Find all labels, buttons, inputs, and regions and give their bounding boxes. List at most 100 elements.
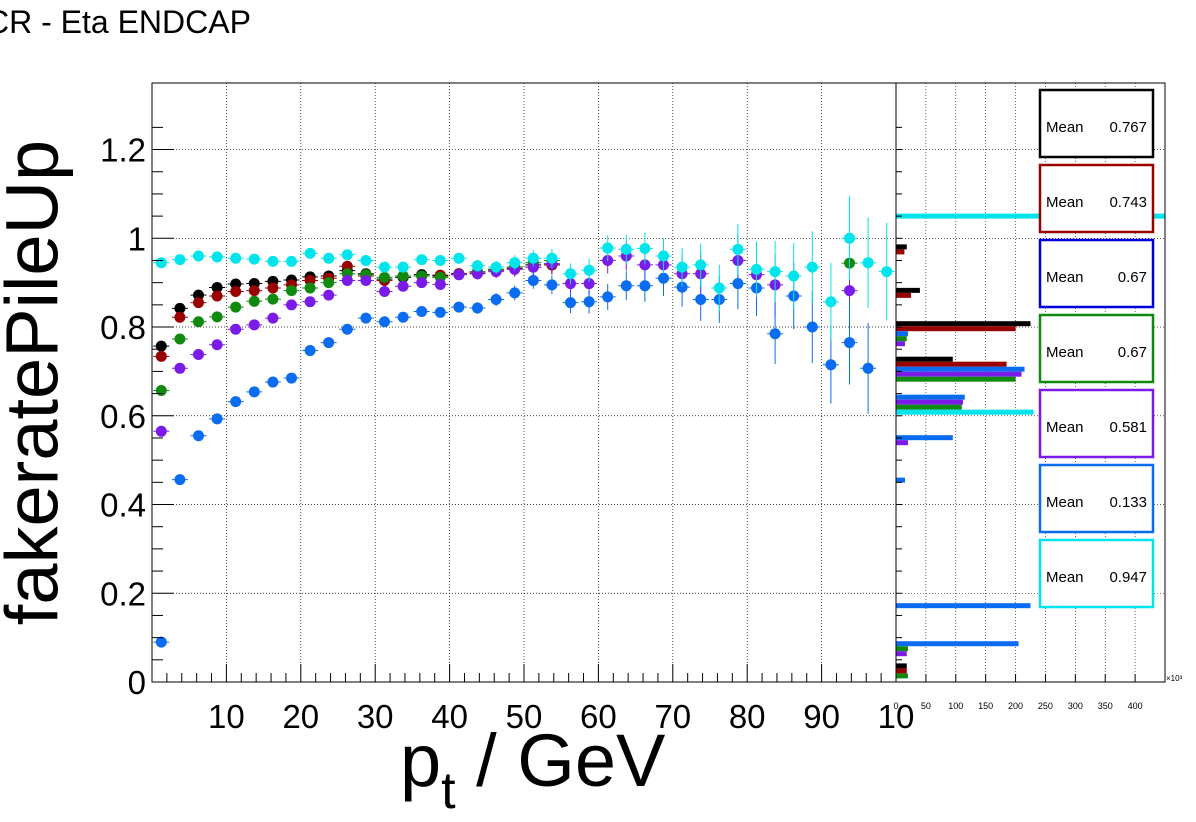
data-point [583,278,595,290]
histogram-bar [896,394,965,400]
data-point [862,257,874,269]
histogram-bar [896,376,1016,382]
data-point [397,261,409,273]
legend-value: 0.581 [1109,419,1147,436]
histogram-bar [896,361,1007,367]
x-axis-label-rest: / GeV [455,719,666,802]
histogram-bar [896,331,908,337]
data-point [434,306,446,318]
data-point [397,280,409,292]
histogram-bar [896,366,1025,372]
side-x-tick-label: 0 [893,701,898,711]
histogram-bar [896,213,1165,219]
data-point [546,279,558,291]
side-x-tick-label: 300 [1068,701,1083,711]
legend-label: Mean [1046,569,1084,586]
x-tick-label: 30 [357,698,394,735]
legend-box [1038,88,1155,159]
histogram-bar [896,292,911,298]
data-point [360,312,372,324]
legend-value: 0.67 [1118,344,1147,361]
data-point [304,247,316,259]
data-point [248,386,260,398]
histogram-bar [896,356,953,362]
main-plot-frame [151,82,897,683]
histogram-bar [896,668,907,674]
histogram-bar [896,371,1022,377]
data-point [230,278,242,290]
data-point [676,281,688,293]
data-point [155,350,167,362]
side-x-tick-label: 200 [1008,701,1023,711]
side-x-tick-label: 150 [978,701,993,711]
data-point [193,349,204,361]
data-point [211,311,223,323]
data-point [379,286,390,298]
data-point [341,323,353,335]
data-point [248,253,260,265]
data-point [472,260,483,272]
legend-box [1038,463,1155,534]
data-point [527,261,539,273]
data-point [211,339,223,351]
data-point [379,271,390,283]
data-point [286,299,297,311]
data-point [769,328,781,340]
histogram-bar [896,440,908,446]
legend-box [1038,388,1155,459]
side-histogram [896,213,1165,679]
histogram-bar [896,341,905,347]
data-point [304,296,316,308]
data-point [379,316,390,328]
data-point [639,259,651,271]
data-point [193,297,204,309]
data-point [267,376,279,388]
data-point [490,294,502,306]
data-point [230,301,242,313]
data-point [323,289,335,301]
y-tick-label: 0.2 [100,575,146,612]
y-tick-label: 0 [128,664,146,701]
x-axis-label: pt / GeV [400,718,665,821]
legend-label: Mean [1046,269,1084,286]
data-point [193,316,204,328]
legend: Mean 0.767 Mean 0.743 Mean 0.67 Mean 0.67 Mean 0.… [1038,88,1155,609]
x-axis-label-base: p [400,719,442,802]
x-axis-label-sub: t [441,762,456,820]
legend-label: Mean [1046,194,1084,211]
data-point [806,321,818,333]
data-point [527,274,539,286]
side-x-tick-label: 50 [921,701,931,711]
data-point [174,362,186,374]
histogram-bar [896,404,962,410]
chart-title: CR - Eta ENDCAP [0,4,251,40]
data-point [267,255,279,267]
x-tick-label: 60 [580,698,617,735]
data-point [211,413,223,425]
data-point [825,296,837,308]
data-point [304,345,316,357]
x-tick-label: 40 [431,698,468,735]
legend-box [1038,163,1155,234]
data-point [732,278,744,290]
histogram-bar [896,663,907,669]
data-point [416,254,428,266]
data-point [230,396,242,408]
data-point [360,274,372,286]
data-point [155,636,167,648]
data-point [639,243,651,255]
data-point [416,277,428,289]
histogram-bar [896,287,920,293]
data-point [881,266,893,278]
data-point [658,250,669,262]
data-point [304,274,316,286]
data-point [379,261,390,273]
data-point [844,337,855,349]
x-tick-label: 10 [878,698,915,735]
legend-value: 0.743 [1109,194,1147,211]
data-point [416,306,428,318]
side-x-tick-label: 400 [1128,701,1143,711]
data-point [193,250,204,262]
